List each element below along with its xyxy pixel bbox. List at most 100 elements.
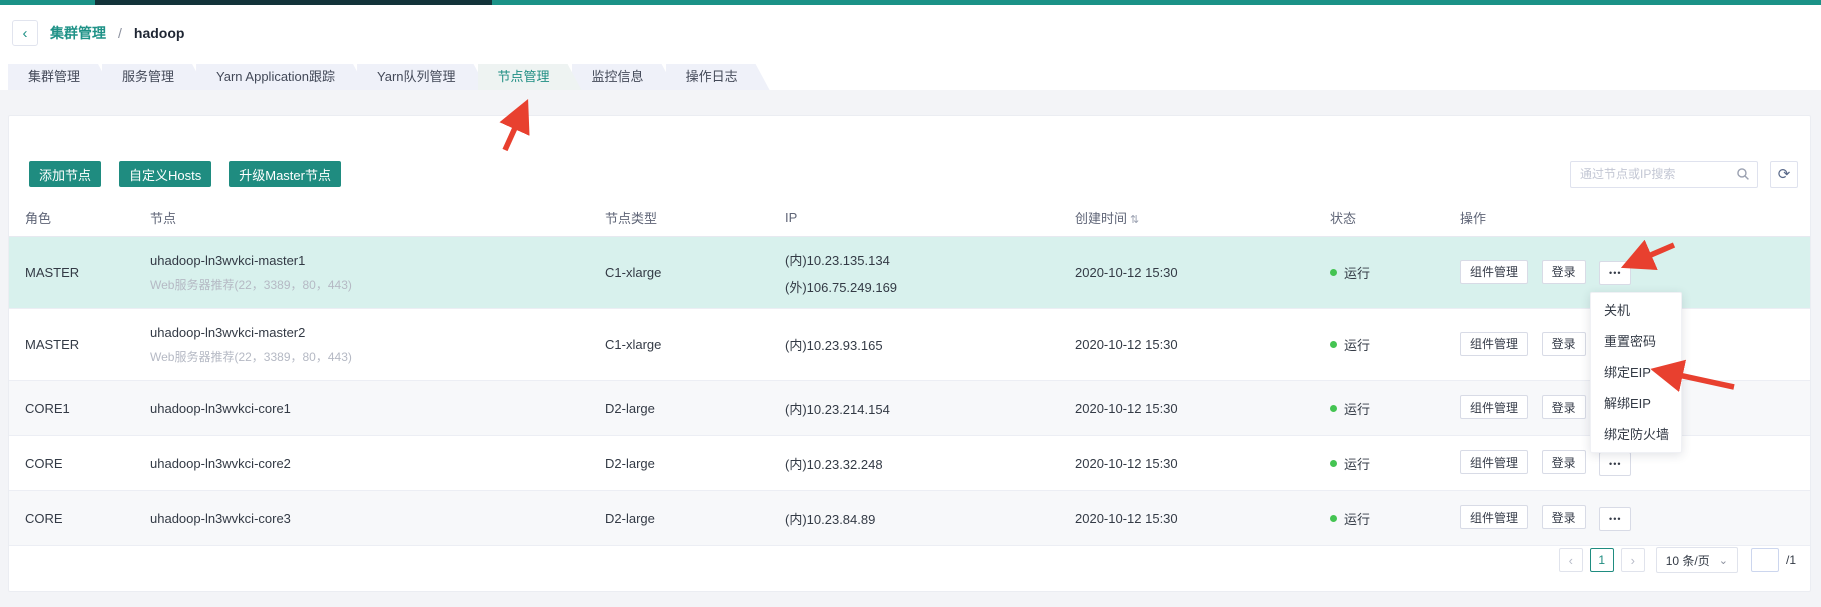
role-cell: MASTER bbox=[25, 265, 80, 280]
tab-yarn-application[interactable]: Yarn Application跟踪 bbox=[196, 64, 367, 90]
col-header-status: 状态 bbox=[1330, 211, 1357, 226]
component-manage-button[interactable]: 组件管理 bbox=[1460, 395, 1529, 420]
component-manage-button[interactable]: 组件管理 bbox=[1460, 331, 1529, 356]
node-type-cell: D2-large bbox=[605, 400, 655, 416]
node-name: uhadoop-ln3wvkci-master2 bbox=[150, 324, 306, 340]
sort-icon[interactable]: ⇅ bbox=[1130, 214, 1140, 226]
login-button[interactable]: 登录 bbox=[1541, 505, 1586, 530]
node-cell: uhadoop-ln3wvkci-core2 bbox=[134, 456, 589, 471]
status-dot-icon bbox=[1330, 404, 1337, 412]
chevron-right-icon: › bbox=[1630, 552, 1635, 568]
tab-cluster-manage[interactable]: 集群管理 bbox=[8, 64, 112, 90]
node-cell: uhadoop-ln3wvkci-core3 bbox=[134, 511, 589, 526]
node-cell: uhadoop-ln3wvkci-master2 Web服务器推荐(22，338… bbox=[134, 325, 589, 365]
ip-internal: (内)10.23.93.165 bbox=[785, 338, 883, 353]
status-cell: 运行 bbox=[1314, 335, 1444, 354]
login-button[interactable]: 登录 bbox=[1541, 395, 1586, 420]
search-input[interactable] bbox=[1570, 160, 1758, 188]
col-header-actions: 操作 bbox=[1460, 211, 1487, 226]
breadcrumb: ‹ 集群管理 / hadoop bbox=[12, 20, 184, 46]
actions-cell: 组件管理 登录 ••• bbox=[1444, 395, 1810, 421]
role-cell: CORE bbox=[25, 510, 63, 526]
pagination: ‹ 1 › 10 条/页 ⌄ /1 bbox=[1558, 547, 1796, 573]
component-manage-button[interactable]: 组件管理 bbox=[1460, 259, 1529, 284]
page-size-select[interactable]: 10 条/页 ⌄ bbox=[1655, 547, 1738, 573]
add-node-button[interactable]: 添加节点 bbox=[29, 161, 102, 187]
breadcrumb-separator: / bbox=[118, 25, 122, 41]
node-name: uhadoop-ln3wvkci-core1 bbox=[150, 400, 291, 416]
node-type-cell: D2-large bbox=[605, 510, 655, 526]
table-row-core2[interactable]: CORE uhadoop-ln3wvkci-core2 D2-large (内)… bbox=[9, 436, 1810, 491]
table-header-row: 角色 节点 节点类型 IP 创建时间 ⇅ 状态 操作 bbox=[9, 199, 1810, 237]
more-actions-button[interactable]: ••• bbox=[1599, 261, 1632, 286]
ip-internal: (内)10.23.32.248 bbox=[785, 456, 883, 472]
role-cell: CORE1 bbox=[25, 400, 70, 416]
refresh-button[interactable]: ⟳ bbox=[1770, 160, 1798, 188]
role-cell: MASTER bbox=[25, 337, 80, 352]
login-button[interactable]: 登录 bbox=[1541, 259, 1586, 284]
node-name: uhadoop-ln3wvkci-master1 bbox=[150, 252, 306, 268]
node-subtext: Web服务器推荐(22，3389，80，443) bbox=[150, 349, 352, 364]
status-text: 运行 bbox=[1344, 401, 1371, 417]
status-cell: 运行 bbox=[1314, 454, 1444, 473]
status-cell: 运行 bbox=[1314, 509, 1444, 528]
node-type-cell: D2-large bbox=[605, 455, 655, 471]
breadcrumb-section[interactable]: 集群管理 bbox=[50, 25, 106, 41]
status-cell: 运行 bbox=[1314, 399, 1444, 418]
tab-bar: 集群管理 服务管理 Yarn Application跟踪 Yarn队列管理 节点… bbox=[8, 64, 760, 90]
back-button[interactable]: ‹ bbox=[12, 20, 38, 46]
tab-operation-log[interactable]: 操作日志 bbox=[666, 64, 770, 90]
tab-monitor-info[interactable]: 监控信息 bbox=[572, 64, 676, 90]
breadcrumb-cluster-name: hadoop bbox=[133, 25, 185, 41]
next-page-button[interactable]: › bbox=[1620, 548, 1645, 572]
table-row-core3[interactable]: CORE uhadoop-ln3wvkci-core3 D2-large (内)… bbox=[9, 491, 1810, 546]
col-header-created[interactable]: 创建时间 ⇅ bbox=[1075, 211, 1140, 226]
upgrade-master-button[interactable]: 升级Master节点 bbox=[229, 161, 341, 187]
more-actions-button[interactable]: ••• bbox=[1599, 451, 1632, 476]
top-accent-strip bbox=[0, 0, 1821, 5]
toolbar: 添加节点 自定义Hosts 升级Master节点 ⟳ bbox=[29, 160, 1798, 188]
tab-node-manage[interactable]: 节点管理 bbox=[478, 64, 582, 90]
search-box bbox=[1570, 160, 1758, 188]
actions-cell: 组件管理 登录 ••• bbox=[1444, 505, 1810, 531]
status-text: 运行 bbox=[1344, 338, 1371, 353]
actions-cell: 组件管理 登录 ••• bbox=[1444, 450, 1810, 476]
ip-external: (外)106.75.249.169 bbox=[785, 279, 898, 295]
menu-item-unbind-eip[interactable]: 解绑EIP bbox=[1604, 396, 1651, 411]
node-type-cell: C1-xlarge bbox=[605, 265, 662, 280]
page-jump-input[interactable] bbox=[1750, 548, 1779, 572]
table-row-master1[interactable]: MASTER uhadoop-ln3wvkci-master1 Web服务器推荐… bbox=[9, 237, 1810, 309]
status-dot-icon bbox=[1330, 269, 1337, 276]
prev-page-button[interactable]: ‹ bbox=[1558, 548, 1583, 572]
menu-item-reset-password[interactable]: 重置密码 bbox=[1604, 334, 1657, 349]
more-actions-button[interactable]: ••• bbox=[1599, 506, 1632, 531]
table-row-core1[interactable]: CORE1 uhadoop-ln3wvkci-core1 D2-large (内… bbox=[9, 381, 1810, 436]
login-button[interactable]: 登录 bbox=[1541, 450, 1586, 475]
menu-item-bind-eip[interactable]: 绑定EIP bbox=[1604, 365, 1651, 380]
component-manage-button[interactable]: 组件管理 bbox=[1460, 505, 1529, 530]
menu-item-bind-firewall[interactable]: 绑定防火墙 bbox=[1604, 427, 1670, 442]
node-table: 角色 节点 节点类型 IP 创建时间 ⇅ 状态 操作 MASTER uhadoop… bbox=[9, 199, 1810, 546]
total-pages-label: /1 bbox=[1785, 553, 1796, 567]
status-dot-icon bbox=[1330, 341, 1337, 348]
table-row-master2[interactable]: MASTER uhadoop-ln3wvkci-master2 Web服务器推荐… bbox=[9, 309, 1810, 381]
created-cell: 2020-10-12 15:30 bbox=[1075, 337, 1178, 352]
node-cell: uhadoop-ln3wvkci-master1 Web服务器推荐(22，338… bbox=[134, 253, 589, 293]
chevron-left-icon: ‹ bbox=[22, 24, 28, 42]
ip-internal: (内)10.23.135.134 bbox=[785, 252, 890, 268]
component-manage-button[interactable]: 组件管理 bbox=[1460, 450, 1529, 475]
status-dot-icon bbox=[1330, 514, 1337, 522]
col-header-node-type: 节点类型 bbox=[605, 211, 658, 226]
tab-yarn-queue[interactable]: Yarn队列管理 bbox=[357, 64, 488, 90]
search-icon bbox=[1737, 167, 1749, 180]
login-button[interactable]: 登录 bbox=[1541, 331, 1586, 356]
ip-cell: (内)10.23.135.134 (外)106.75.249.169 bbox=[769, 250, 1059, 296]
status-text: 运行 bbox=[1344, 266, 1371, 281]
role-cell: CORE bbox=[25, 455, 63, 471]
node-name: uhadoop-ln3wvkci-core3 bbox=[150, 510, 291, 526]
tab-service-manage[interactable]: 服务管理 bbox=[102, 64, 206, 90]
current-page-button[interactable]: 1 bbox=[1589, 548, 1614, 572]
menu-item-shutdown[interactable]: 关机 bbox=[1604, 303, 1631, 318]
custom-hosts-button[interactable]: 自定义Hosts bbox=[119, 161, 212, 187]
status-dot-icon bbox=[1330, 459, 1337, 467]
